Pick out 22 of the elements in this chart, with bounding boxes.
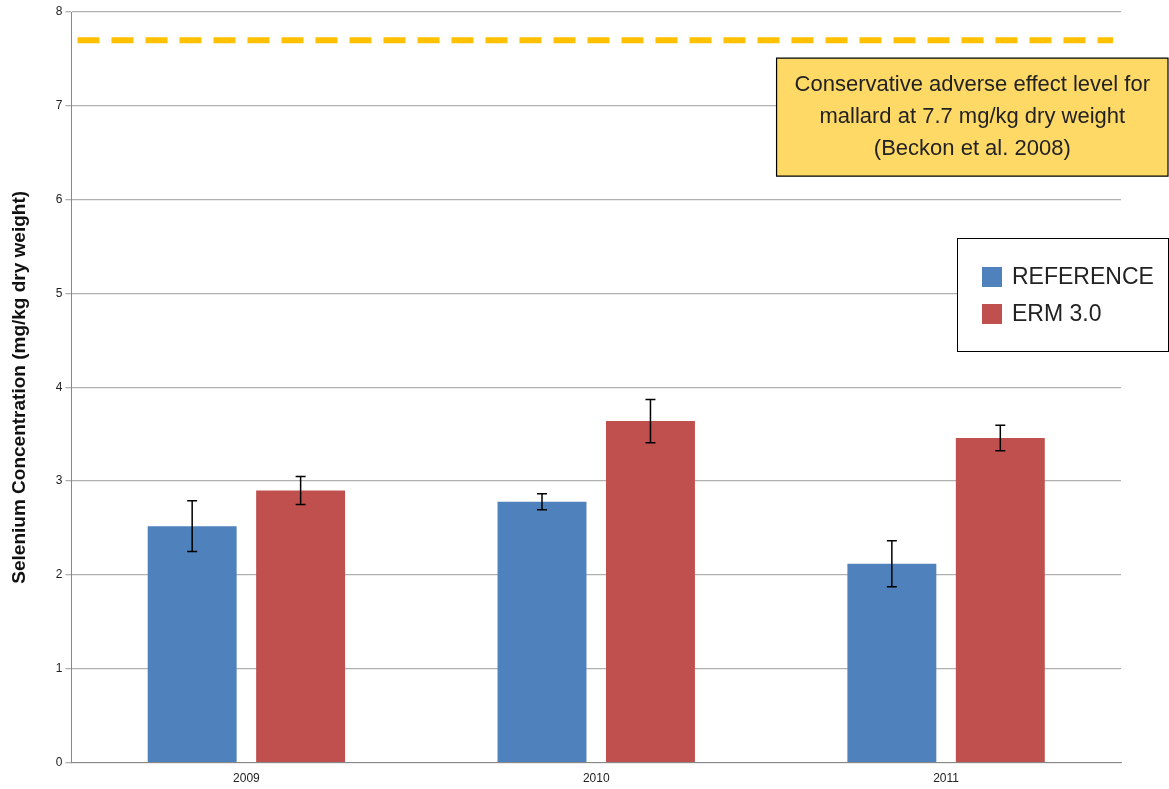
- y-tick-label: 7: [55, 98, 63, 113]
- bar: [955, 437, 1045, 762]
- y-tick-label: 8: [55, 4, 63, 19]
- legend-label: ERM 3.0: [1012, 300, 1102, 327]
- y-tick-label: 3: [55, 473, 63, 488]
- bar: [256, 490, 346, 762]
- y-tick-label: 1: [55, 661, 63, 676]
- ref-line-label: Conservative adverse effect level for mallard at 7.7 mg/kg dry weight (Beckon et al. 2008): [794, 71, 1150, 161]
- bar: [497, 501, 587, 762]
- x-tick-label: 2010: [582, 771, 610, 786]
- x-tick-label: 2011: [933, 771, 960, 786]
- bar: [606, 421, 695, 762]
- y-tick-label: 2: [55, 567, 63, 582]
- y-axis-title: Selenium Concentration (mg/kg dry weight): [7, 190, 29, 584]
- legend-label: REFERENCE: [1012, 263, 1154, 290]
- y-tick-label: 0: [55, 754, 63, 769]
- x-tick-label: 2009: [233, 771, 261, 786]
- y-tick-label: 5: [55, 285, 63, 300]
- y-tick-label: 6: [55, 191, 63, 206]
- bar: [847, 563, 937, 762]
- bar: [147, 526, 237, 762]
- y-tick-label: 4: [55, 379, 63, 394]
